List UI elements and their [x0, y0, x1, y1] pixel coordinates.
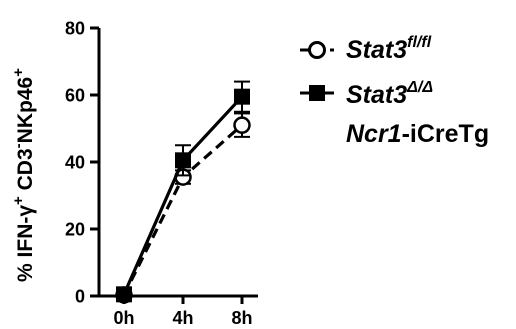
x-tick-label: 0h [113, 308, 134, 328]
y-tick-label: 40 [65, 153, 85, 173]
x-tick-label: 8h [231, 308, 252, 328]
data-point [175, 152, 191, 169]
legend: Stat3fl/fl Stat3Δ/Δ Ncr1-iCreTg [300, 34, 489, 148]
legend-swatch-marker-1 [308, 41, 326, 59]
x-tick-label: 4h [172, 308, 193, 328]
series-2 [116, 80, 250, 303]
data-point [116, 286, 132, 303]
data-point [234, 88, 250, 105]
legend-item-stat3-fl: Stat3fl/fl [300, 34, 432, 64]
series-layer [115, 80, 251, 304]
legend-label-2: Stat3Δ/Δ [346, 79, 433, 109]
data-point [233, 116, 251, 134]
legend-item-stat3-delta: Stat3Δ/Δ Ncr1-iCreTg [300, 79, 489, 148]
y-axis-title: % IFN-γ+ CD3-NKp46+ [10, 68, 37, 282]
y-ticks: 0 20 40 60 80 [65, 19, 99, 307]
y-tick-label: 20 [65, 220, 85, 240]
y-tick-label: 0 [75, 287, 85, 307]
legend-label-1: Stat3fl/fl [346, 34, 432, 64]
y-tick-label: 80 [65, 19, 85, 39]
legend-label-2-line2: Ncr1-iCreTg [346, 120, 489, 148]
legend-swatch-marker-2 [309, 85, 325, 101]
y-tick-label: 60 [65, 86, 85, 106]
series-line-2 [122, 95, 244, 295]
series-1 [115, 112, 251, 304]
x-ticks: 0h 4h 8h [113, 296, 253, 328]
